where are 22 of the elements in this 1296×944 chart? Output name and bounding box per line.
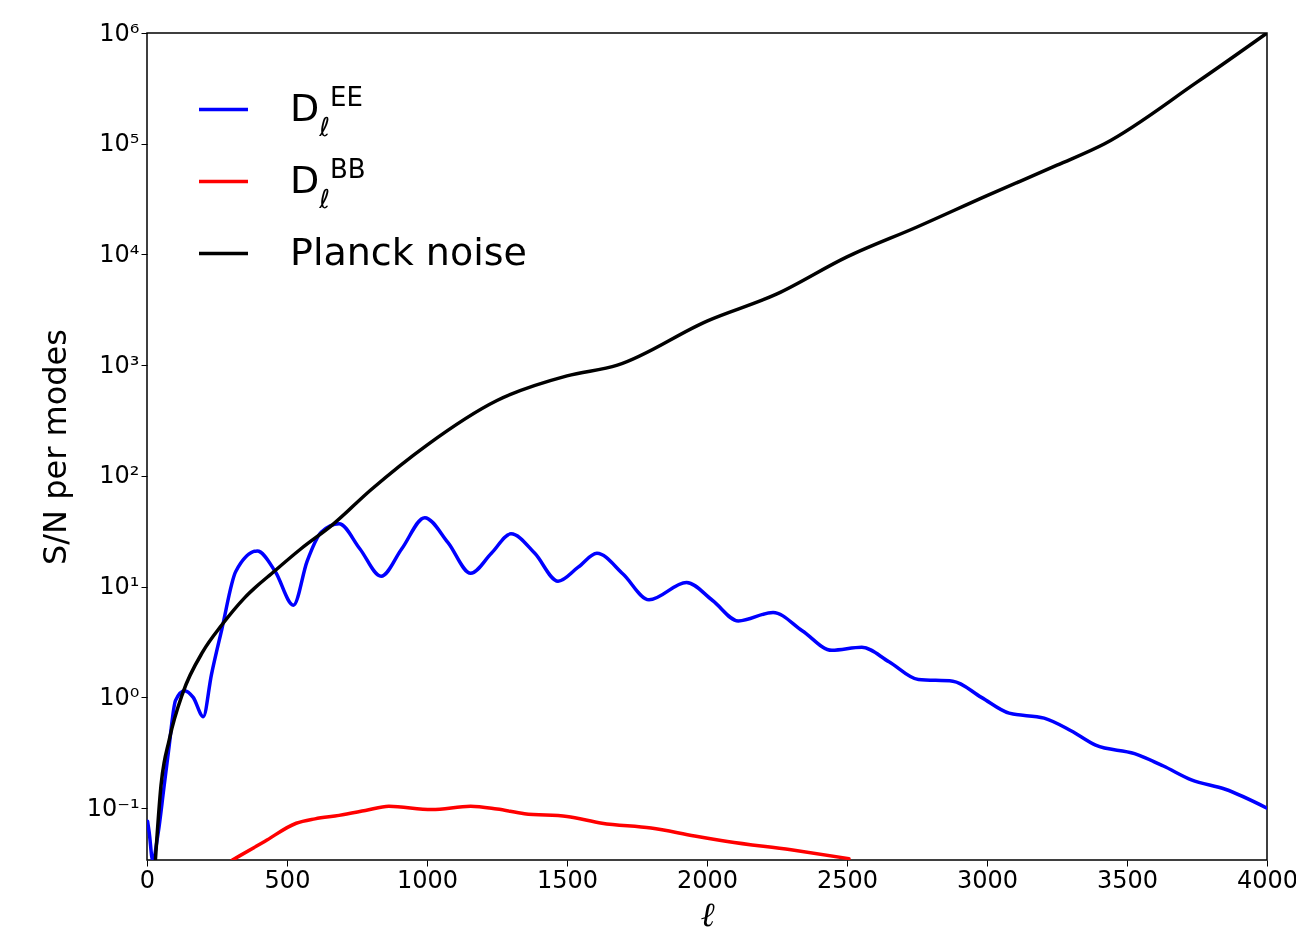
x-tick-label: 3000 bbox=[956, 865, 1019, 894]
x-tick-label: 1500 bbox=[536, 865, 599, 894]
y-tick-label: 10¹ bbox=[99, 572, 140, 601]
y-tick-label: 10² bbox=[99, 461, 140, 490]
y-tick-label: 10⁵ bbox=[99, 129, 140, 158]
x-tick-label: 4000 bbox=[1236, 865, 1296, 894]
x-tick-label: 500 bbox=[264, 865, 311, 894]
y-tick-label: 10⁶ bbox=[99, 18, 140, 47]
y-axis-title: S/N per modes bbox=[35, 329, 74, 565]
legend-label: Planck noise bbox=[290, 229, 527, 274]
x-tick-label: 1000 bbox=[396, 865, 459, 894]
line-series bbox=[147, 515, 1267, 860]
x-tick-label: 2000 bbox=[676, 865, 739, 894]
y-tick-label: 10⁴ bbox=[99, 239, 140, 268]
y-tick-label: 10⁰ bbox=[99, 682, 140, 711]
x-axis-title: ℓ bbox=[700, 893, 715, 934]
x-tick-label: 2500 bbox=[816, 865, 879, 894]
y-tick-label: 10⁻¹ bbox=[86, 793, 140, 822]
x-tick-label: 0 bbox=[139, 865, 156, 894]
line-series bbox=[230, 804, 851, 860]
x-tick-label: 3500 bbox=[1096, 865, 1159, 894]
y-tick-label: 10³ bbox=[99, 350, 140, 379]
